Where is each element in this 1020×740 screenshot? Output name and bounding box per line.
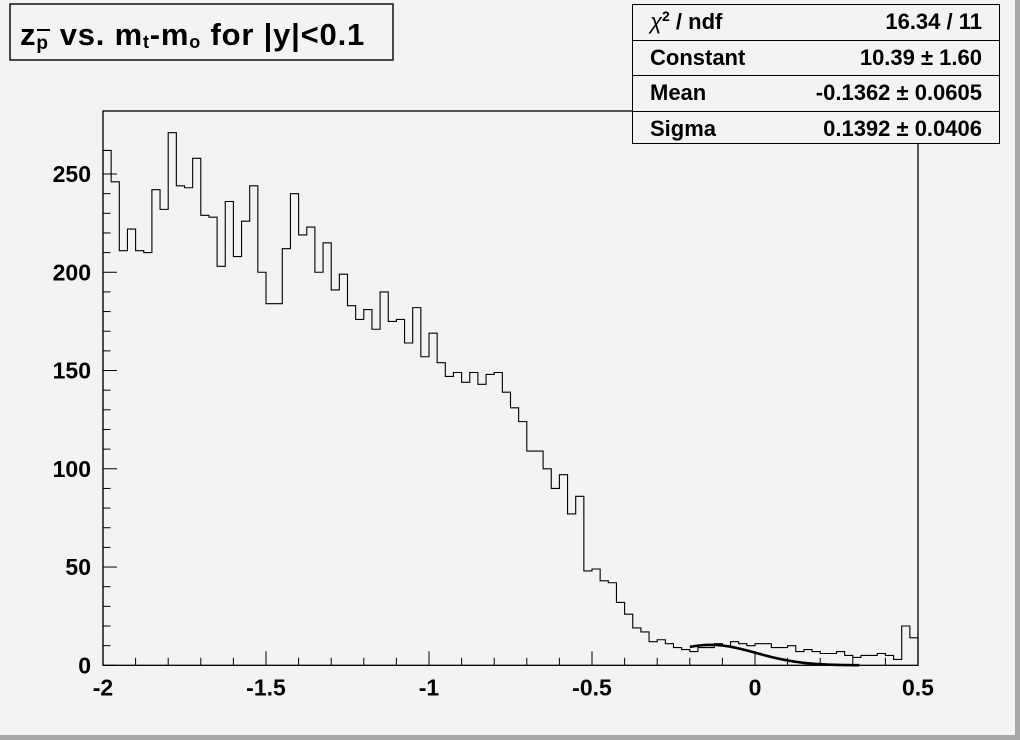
svg-text:250: 250 [53, 161, 91, 187]
svg-text:50: 50 [65, 554, 91, 580]
svg-text:0: 0 [749, 674, 762, 700]
svg-text:-0.5: -0.5 [572, 674, 612, 700]
svg-text:0: 0 [78, 652, 91, 678]
svg-text:100: 100 [53, 456, 91, 482]
svg-text:-2: -2 [93, 674, 113, 700]
svg-text:0.5: 0.5 [902, 674, 934, 700]
svg-text:200: 200 [53, 259, 91, 285]
svg-text:150: 150 [53, 358, 91, 384]
svg-text:-1: -1 [419, 674, 440, 700]
svg-text:-1.5: -1.5 [246, 674, 286, 700]
